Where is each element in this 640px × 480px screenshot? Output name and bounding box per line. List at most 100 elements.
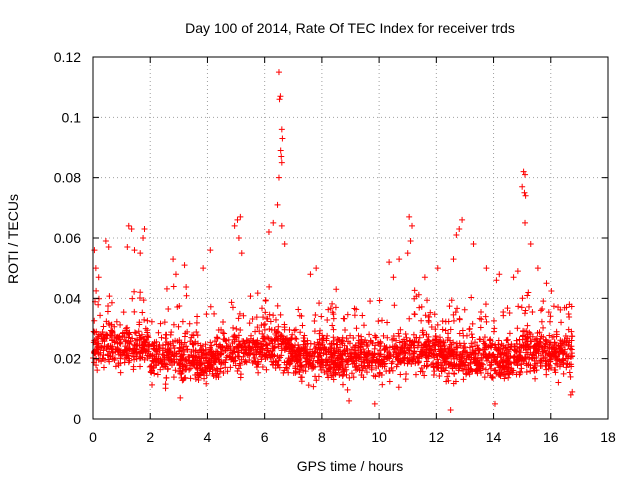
data-point (170, 256, 177, 263)
data-point (508, 343, 515, 350)
data-point (524, 322, 531, 329)
data-point (208, 348, 215, 355)
data-point (540, 333, 547, 340)
data-point (275, 323, 282, 330)
data-point (183, 362, 190, 369)
data-point (167, 331, 174, 338)
data-point (175, 323, 182, 330)
data-point (229, 340, 236, 347)
data-point (250, 358, 257, 365)
data-point (283, 344, 290, 351)
data-point (312, 312, 319, 319)
data-point (380, 332, 387, 339)
data-point (117, 336, 124, 343)
data-point (376, 370, 383, 377)
data-point (390, 274, 397, 281)
data-point (179, 361, 186, 368)
data-point (154, 371, 161, 378)
data-point (223, 343, 230, 350)
data-point (364, 341, 371, 348)
data-point (524, 292, 531, 299)
data-point (178, 339, 185, 346)
data-point (172, 271, 179, 278)
data-point (316, 300, 323, 307)
data-point (265, 351, 272, 358)
data-point (407, 238, 414, 245)
data-point (289, 353, 296, 360)
data-point (339, 372, 346, 379)
data-point (137, 354, 144, 361)
data-point (108, 299, 115, 306)
data-point (443, 364, 450, 371)
data-point (428, 361, 435, 368)
data-point (491, 400, 498, 407)
data-point (379, 381, 386, 388)
data-point (372, 342, 379, 349)
data-point (245, 338, 252, 345)
data-point (565, 326, 572, 333)
data-point (566, 313, 573, 320)
data-point (115, 360, 122, 367)
data-point (393, 353, 400, 360)
data-point (141, 316, 148, 323)
data-point (543, 280, 550, 287)
data-point (476, 315, 483, 322)
data-point (280, 339, 287, 346)
data-point (230, 324, 237, 331)
data-point (301, 338, 308, 345)
data-point (124, 244, 131, 251)
data-point (283, 361, 290, 368)
data-point (469, 348, 476, 355)
data-point (545, 309, 552, 316)
data-point (139, 309, 146, 316)
data-point (474, 354, 481, 361)
data-point (525, 289, 532, 296)
data-point (367, 298, 374, 305)
data-point (136, 334, 143, 341)
data-point (336, 362, 343, 369)
data-point (488, 361, 495, 368)
data-point (353, 306, 360, 313)
data-point (454, 305, 461, 312)
data-point (182, 366, 189, 373)
data-point (500, 312, 507, 319)
data-point (526, 356, 533, 363)
data-point (348, 355, 355, 362)
data-point (450, 256, 457, 263)
data-point (215, 326, 222, 333)
data-point (423, 358, 430, 365)
data-point (330, 311, 337, 318)
data-point (493, 277, 500, 284)
data-point (469, 320, 476, 327)
data-point (496, 271, 503, 278)
data-point (446, 345, 453, 352)
data-point (275, 174, 282, 181)
data-point (302, 358, 309, 365)
data-point (258, 322, 265, 329)
data-point (478, 308, 485, 315)
data-point (497, 373, 504, 380)
data-point (157, 320, 164, 327)
data-point (319, 358, 326, 365)
data-point (144, 317, 151, 324)
data-point (200, 265, 207, 272)
data-point (313, 265, 320, 272)
data-point (318, 313, 325, 320)
data-point (219, 343, 226, 350)
data-point (136, 295, 143, 302)
data-point (246, 320, 253, 327)
data-point (413, 334, 420, 341)
data-point (389, 336, 396, 343)
data-point (198, 369, 205, 376)
data-point (472, 339, 479, 346)
x-tick-label: 10 (371, 429, 387, 445)
data-point (325, 374, 332, 381)
data-point (482, 313, 489, 320)
data-point (569, 388, 576, 395)
data-point (180, 347, 187, 354)
chart-title: Day 100 of 2014, Rate Of TEC Index for r… (185, 20, 515, 36)
data-point (449, 365, 456, 372)
data-point (543, 338, 550, 345)
data-point (522, 219, 529, 226)
